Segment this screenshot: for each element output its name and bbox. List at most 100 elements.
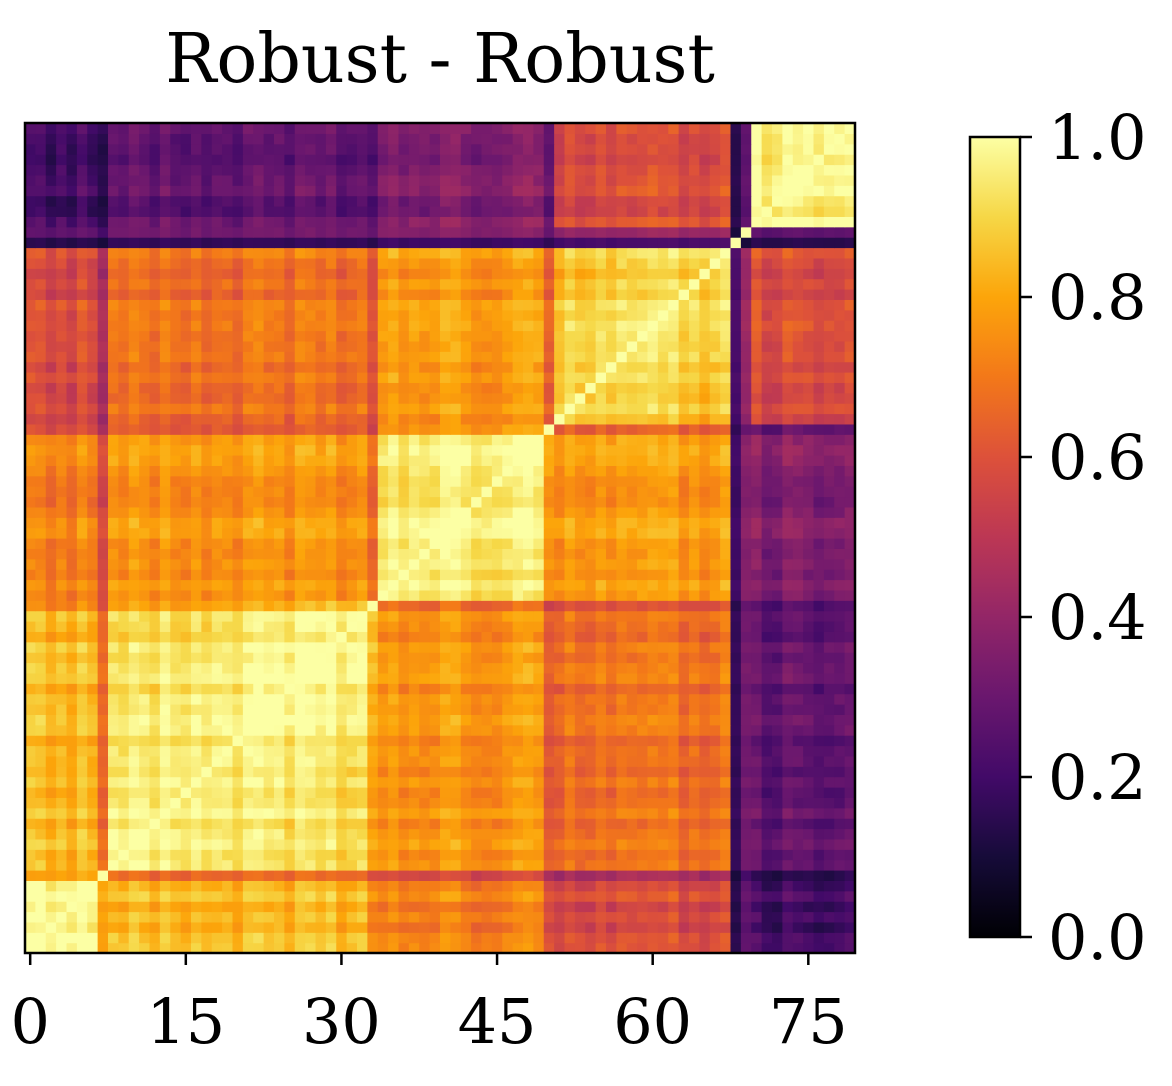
heatmap-cell	[440, 776, 451, 788]
heatmap-cell	[149, 475, 161, 487]
heatmap-cell	[564, 361, 576, 373]
heatmap-cell	[606, 372, 617, 383]
heatmap-cell	[87, 465, 99, 477]
heatmap-cell	[97, 818, 109, 830]
heatmap-cell	[76, 589, 88, 601]
heatmap-cell	[87, 838, 99, 850]
heatmap-cell	[803, 340, 815, 352]
heatmap-cell	[222, 807, 234, 819]
heatmap-cell	[346, 652, 358, 664]
heatmap-cell	[823, 714, 835, 726]
heatmap-cell	[595, 351, 607, 363]
heatmap-cell	[149, 621, 161, 632]
heatmap-cell	[429, 901, 441, 913]
heatmap-cell	[284, 921, 296, 933]
heatmap-cell	[637, 423, 649, 435]
heatmap-cell	[429, 724, 441, 736]
heatmap-cell	[211, 548, 223, 560]
heatmap-cell	[574, 735, 586, 747]
heatmap-cell	[740, 828, 752, 840]
heatmap-cell	[367, 714, 379, 726]
heatmap-cell	[108, 506, 119, 518]
heatmap-cell	[159, 797, 171, 809]
heatmap-cell	[803, 486, 815, 498]
heatmap-cell	[149, 392, 161, 404]
heatmap-cell	[346, 859, 358, 871]
heatmap-cell	[823, 662, 835, 674]
heatmap-cell	[357, 880, 368, 892]
heatmap-cell	[761, 621, 773, 632]
heatmap-cell	[637, 548, 649, 560]
heatmap-cell	[502, 704, 514, 715]
heatmap-cell	[429, 652, 441, 664]
heatmap-cell	[647, 621, 659, 632]
heatmap-cell	[97, 890, 109, 902]
heatmap-cell	[398, 392, 410, 404]
heatmap-cell	[325, 776, 337, 788]
heatmap-cell	[761, 942, 773, 954]
heatmap-cell	[66, 704, 78, 715]
heatmap-cell	[803, 704, 815, 715]
heatmap-cell	[211, 911, 223, 923]
heatmap-cell	[25, 714, 36, 726]
heatmap-cell	[709, 589, 721, 601]
heatmap-cell	[803, 538, 815, 549]
heatmap-cell	[792, 475, 804, 487]
heatmap-cell	[191, 330, 202, 342]
heatmap-cell	[564, 787, 576, 798]
heatmap-cell	[170, 714, 182, 726]
heatmap-cell	[139, 309, 151, 321]
heatmap-cell	[668, 921, 680, 933]
heatmap-cell	[76, 372, 88, 383]
heatmap-cell	[813, 403, 825, 415]
heatmap-cell	[408, 382, 420, 394]
heatmap-cell	[616, 890, 628, 902]
heatmap-cell	[491, 392, 503, 404]
heatmap-cell	[388, 901, 400, 913]
heatmap-cell	[564, 340, 576, 352]
heatmap-cell	[108, 475, 119, 487]
heatmap-cell	[315, 797, 327, 809]
heatmap-cell	[377, 309, 389, 321]
heatmap-cell	[502, 320, 514, 332]
heatmap-cell	[191, 641, 202, 653]
heatmap-cell	[595, 330, 607, 342]
heatmap-cell	[429, 527, 441, 539]
heatmap-cell	[159, 714, 171, 726]
heatmap-cell	[502, 475, 514, 487]
heatmap-cell	[440, 372, 451, 383]
heatmap-cell	[222, 838, 234, 850]
heatmap-cell	[325, 818, 337, 830]
heatmap-cell	[471, 309, 483, 321]
heatmap-cell	[554, 392, 566, 404]
heatmap-cell	[751, 652, 763, 664]
heatmap-cell	[564, 932, 576, 944]
heatmap-cell	[606, 828, 617, 840]
heatmap-cell	[606, 475, 617, 487]
heatmap-cell	[543, 558, 555, 570]
heatmap-cell	[56, 797, 68, 809]
heatmap-cell	[792, 621, 804, 632]
heatmap-cell	[523, 807, 534, 819]
heatmap-cell	[25, 392, 36, 404]
heatmap-cell	[491, 735, 503, 747]
heatmap-cell	[533, 942, 545, 954]
heatmap-cell	[720, 828, 732, 840]
heatmap-cell	[512, 652, 524, 664]
heatmap-cell	[709, 787, 721, 798]
heatmap-cell	[440, 818, 451, 830]
heatmap-cell	[35, 662, 47, 674]
heatmap-cell	[170, 631, 182, 643]
heatmap-cell	[315, 392, 327, 404]
heatmap-cell	[751, 579, 763, 591]
heatmap-cell	[253, 372, 265, 383]
heatmap-cell	[325, 662, 337, 674]
heatmap-cell	[440, 870, 451, 881]
heatmap-cell	[232, 870, 244, 881]
heatmap-cell	[554, 704, 566, 715]
heatmap-cell	[523, 434, 534, 446]
heatmap-cell	[357, 683, 368, 695]
heatmap-cell	[491, 527, 503, 539]
heatmap-cell	[97, 455, 109, 466]
